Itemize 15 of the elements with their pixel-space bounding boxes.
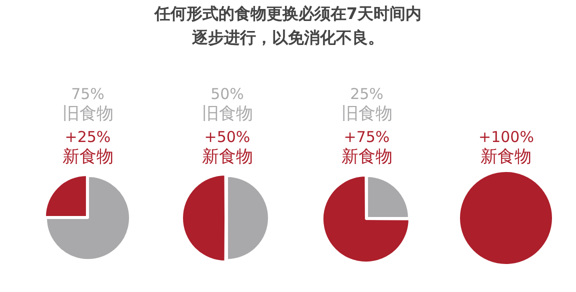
slice-label: 旧食物 [62,103,114,125]
slice-label: 新食物 [341,146,392,168]
data-label: +50% [203,128,252,146]
slice-label: 新食物 [62,146,114,168]
text: 任何形式的食物更换必须在7天时间内逐步进行，以免消化不良。 [153,3,423,49]
data-label: 75% [70,85,106,103]
slice-label: 旧食物 [202,103,253,125]
data-label: 50% [210,85,245,103]
data-label: 25% [349,85,384,103]
slice-label: 新食物 [480,146,533,168]
data-label: +75% [342,128,391,146]
data-label: +100% [478,128,534,146]
slice-label: 旧食物 [341,103,392,125]
slice-label: 新食物 [202,146,253,168]
data-label: +25% [64,128,112,146]
